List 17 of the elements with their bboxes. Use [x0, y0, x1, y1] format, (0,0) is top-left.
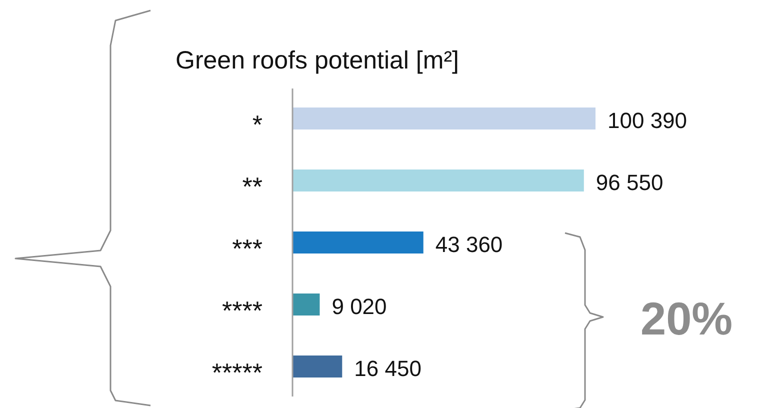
y-tick-label: *****: [212, 358, 263, 388]
y-tick-label: ***: [232, 234, 263, 264]
data-label: 100 390: [608, 108, 688, 133]
data-label: 16 450: [354, 356, 422, 381]
y-tick-label: *: [252, 110, 263, 140]
bar: [292, 294, 320, 316]
y-tick-label: ****: [222, 296, 263, 326]
text: 20%: [640, 292, 733, 344]
chart-title: Green roofs potential [m²]: [176, 46, 459, 74]
data-label: 9 020: [332, 294, 387, 319]
bar: [292, 108, 596, 130]
bar: [292, 356, 342, 378]
data-label: 43 360: [435, 232, 503, 257]
data-label: 96 550: [596, 170, 664, 195]
bar: [292, 170, 584, 192]
y-tick-label: **: [242, 172, 263, 202]
bar: [292, 232, 424, 254]
